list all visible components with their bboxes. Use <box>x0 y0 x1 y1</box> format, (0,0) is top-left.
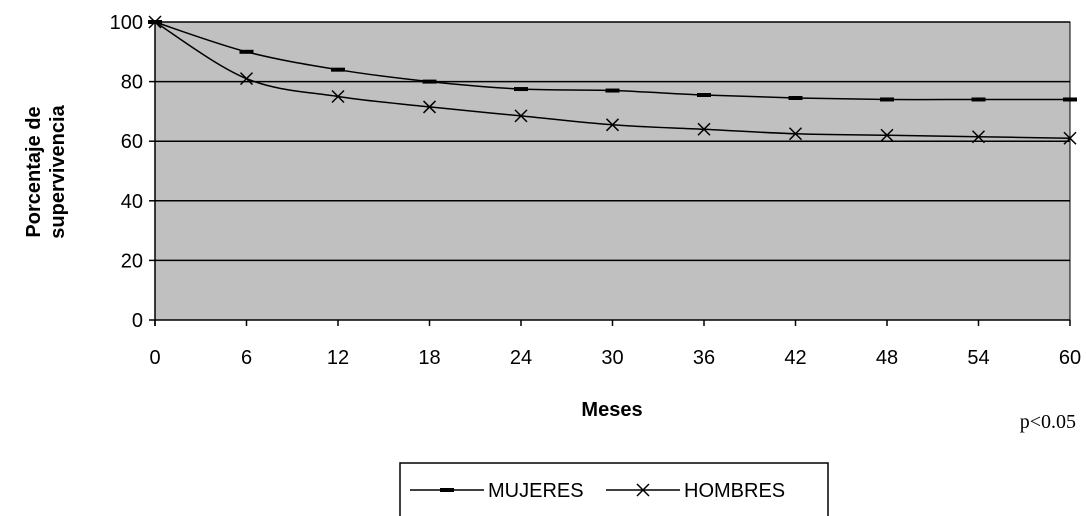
legend-marker-hombres <box>636 483 650 497</box>
point-hombres-54 <box>971 130 986 144</box>
axes <box>149 21 1071 326</box>
legend-label-hombres: HOMBRES <box>684 480 785 502</box>
x-tick-label-42: 42 <box>784 347 806 369</box>
point-hombres-60 <box>1063 131 1077 145</box>
y-tick-label-0: 0 <box>132 310 143 332</box>
x-tick-label-30: 30 <box>601 347 623 369</box>
plot-area <box>154 21 1071 321</box>
point-hombres-24 <box>514 109 528 123</box>
x-tick-label-6: 6 <box>241 347 252 369</box>
y-axis-title-line-1: Porcentaje de <box>23 106 45 237</box>
y-tick-label-100: 100 <box>110 12 143 34</box>
y-tick-labels: 0 20 40 60 80 100 <box>110 12 143 332</box>
y-tick-label-60: 60 <box>121 131 143 153</box>
point-hombres-0 <box>148 15 162 29</box>
x-tick-label-18: 18 <box>418 347 440 369</box>
point-hombres-42-stroke-b <box>788 127 803 141</box>
point-hombres-36 <box>697 122 711 136</box>
y-tick-label-80: 80 <box>121 72 143 94</box>
point-hombres-48-stroke-b <box>880 128 894 142</box>
x-tick-label-60: 60 <box>1059 347 1081 369</box>
point-hombres-48 <box>880 128 894 142</box>
x-axis-title: Meses <box>581 399 642 421</box>
legend-marker-hombres-stroke-b <box>636 483 650 497</box>
point-hombres-60-stroke-b <box>1063 131 1077 145</box>
point-hombres-30-stroke-b <box>605 118 620 132</box>
point-hombres-30 <box>605 118 620 132</box>
point-hombres-18 <box>422 100 437 114</box>
point-hombres-24-stroke-b <box>514 109 528 123</box>
point-hombres-36-stroke-b <box>697 122 711 136</box>
point-hombres-12-stroke-b <box>331 89 345 104</box>
x-tick-label-36: 36 <box>693 347 715 369</box>
legend: MUJERES HOMBRES <box>399 462 829 516</box>
x-tick-label-24: 24 <box>510 347 532 369</box>
x-tick-label-12: 12 <box>327 347 349 369</box>
series-group <box>148 15 1077 145</box>
y-tick-label-40: 40 <box>121 191 143 213</box>
point-hombres-6 <box>239 72 254 86</box>
point-hombres-0-stroke-b <box>148 15 162 29</box>
y-tick-label-20: 20 <box>121 250 143 272</box>
point-hombres-6-stroke-b <box>239 72 254 86</box>
point-hombres-54-stroke-b <box>971 130 986 144</box>
y-axis-title-line-2: supervivencia <box>47 104 69 238</box>
x-tick-label-0: 0 <box>149 347 160 369</box>
x-tick-label-54: 54 <box>967 347 989 369</box>
x-tick-labels: 0 6 12 18 24 30 36 42 48 54 60 <box>149 347 1081 369</box>
x-tick-label-48: 48 <box>876 347 898 369</box>
point-hombres-42 <box>788 127 803 141</box>
legend-label-mujeres: MUJERES <box>488 480 584 502</box>
gridlines <box>155 21 1070 262</box>
p-value-annotation: p<0.05 <box>1020 411 1076 433</box>
point-hombres-18-stroke-b <box>422 100 437 114</box>
point-hombres-12 <box>331 89 345 104</box>
